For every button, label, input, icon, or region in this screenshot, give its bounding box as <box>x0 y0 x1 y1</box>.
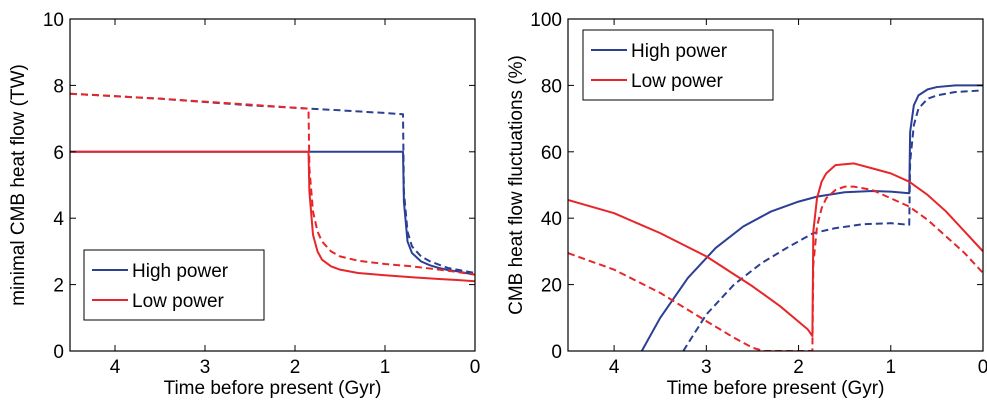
legend-label-low-power: Low power <box>631 71 724 92</box>
x-tick-label: 3 <box>200 357 211 378</box>
y-axis-title: CMB heat flow fluctuations (%) <box>506 55 527 315</box>
y-tick-label: 10 <box>43 10 64 31</box>
y-tick-label: 8 <box>53 76 64 97</box>
series-group <box>568 84 983 351</box>
plot-frame <box>567 18 984 352</box>
legend-label-high-power: High power <box>631 41 728 62</box>
series-line-high-power-dashed <box>682 89 983 351</box>
y-tick-label: 60 <box>541 143 562 164</box>
legend-label-low-power: Low power <box>132 291 225 312</box>
series-line-low-power-dashed <box>568 185 983 351</box>
x-tick-label: 4 <box>609 357 620 378</box>
y-tick-label: 100 <box>530 10 562 31</box>
x-tick-label: 1 <box>380 357 391 378</box>
x-axis-title: Time before present (Gyr) <box>667 378 885 399</box>
y-tick-label: 4 <box>53 209 64 230</box>
y-tick-label: 0 <box>53 342 64 363</box>
series-line-high-power-dashed <box>70 92 475 274</box>
legend-box <box>582 29 774 101</box>
x-tick-label: 2 <box>290 357 301 378</box>
x-tick-label: 4 <box>110 357 121 378</box>
series-line-low-power-dashed <box>70 92 475 276</box>
series-line-low-power-solid <box>70 150 475 283</box>
y-tick-label: 20 <box>541 276 562 297</box>
y-tick-label: 40 <box>541 209 562 230</box>
y-tick-label: 6 <box>53 143 64 164</box>
y-axis-title: minimal CMB heat flow (TW) <box>8 64 29 306</box>
legend: High power Low power <box>83 249 265 321</box>
legend: High power Low power <box>582 29 774 101</box>
y-tick-label: 80 <box>541 76 562 97</box>
plot-frame <box>69 18 476 352</box>
x-tick-label: 0 <box>978 357 987 378</box>
legend-box <box>83 249 265 321</box>
y-tick-label: 0 <box>551 342 562 363</box>
legend-label-high-power: High power <box>132 261 229 282</box>
series-line-low-power-solid <box>568 162 983 338</box>
x-tick-label: 2 <box>793 357 804 378</box>
series-group <box>70 92 475 283</box>
x-tick-label: 0 <box>470 357 481 378</box>
x-tick-label: 1 <box>885 357 896 378</box>
x-tick-label: 3 <box>701 357 712 378</box>
x-axis-title: Time before present (Gyr) <box>164 378 382 399</box>
y-tick-label: 2 <box>53 276 64 297</box>
